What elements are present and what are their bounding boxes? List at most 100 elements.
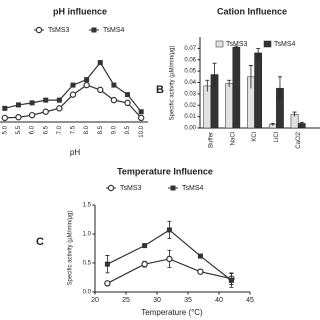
point [142, 243, 148, 249]
panel-label: B [156, 84, 164, 96]
point [42, 108, 49, 115]
point [56, 105, 63, 112]
error-bar [248, 65, 253, 89]
x-tick-label: 20 [91, 297, 99, 304]
point [104, 261, 110, 267]
legend-label: TsMS4 [274, 41, 296, 48]
y-tick-label: 0.02 [184, 103, 196, 109]
x-tick-label: 30 [153, 297, 161, 304]
x-tick-label: 9.0 [111, 125, 117, 134]
point [124, 99, 131, 107]
point [111, 82, 117, 88]
panel-label: C [36, 236, 44, 248]
point [35, 26, 43, 34]
legend-label: TsMS4 [182, 185, 204, 192]
point [107, 184, 115, 192]
x-tick-label: Buffer [208, 132, 214, 148]
point [2, 105, 8, 111]
point [110, 96, 118, 104]
point [170, 185, 176, 191]
y-tick-label: 1.5 [83, 203, 92, 209]
legend-label: TsMS4 [103, 27, 125, 34]
x-axis-label: Temperature (°C) [141, 308, 203, 317]
chart-title: Cation Influence [217, 6, 287, 16]
point [15, 114, 22, 121]
x-tick-label: 40 [215, 297, 223, 304]
y-tick-label: 0.01 [184, 114, 196, 120]
legend-swatch [263, 40, 272, 48]
x-tick-label: 8.5 [98, 125, 104, 134]
error-bar [212, 62, 217, 86]
point [1, 114, 9, 122]
legend-swatch [215, 40, 224, 48]
point [29, 100, 35, 106]
error-bar [227, 79, 232, 88]
point [197, 253, 203, 259]
error-bar [234, 45, 239, 49]
x-axis-label: pH [70, 148, 80, 157]
x-tick-label: 5.5 [16, 125, 22, 134]
error-bar [270, 123, 275, 126]
point [28, 111, 36, 119]
x-tick-label: CaCl2 [296, 131, 302, 148]
point [141, 260, 148, 268]
point [43, 97, 49, 103]
point [97, 60, 103, 66]
legend-label: TsMS3 [226, 41, 248, 48]
x-tick-label: LiCl [274, 132, 280, 142]
chart-title: pH influence [53, 6, 107, 16]
point [15, 102, 21, 108]
bar [225, 83, 233, 129]
error-bar [292, 111, 297, 117]
bar [254, 52, 262, 129]
x-tick-label: 45 [246, 297, 254, 304]
point [56, 97, 62, 103]
y-tick-label: 0.07 [184, 46, 196, 52]
legend-label: TsMS3 [48, 27, 70, 34]
x-tick-label: 10.0 [139, 125, 145, 137]
point [84, 77, 90, 83]
point [228, 277, 234, 283]
x-tick-label: 5.0 [2, 125, 8, 134]
point [137, 114, 145, 122]
point [166, 255, 173, 263]
y-tick-label: 1.0 [83, 232, 92, 238]
x-tick-label: KCl [252, 132, 258, 142]
y-tick-label: 0.5 [83, 261, 92, 267]
y-tick-label: 0.0 [83, 290, 92, 296]
bar [232, 46, 241, 129]
x-tick-label: 7.0 [57, 125, 63, 134]
y-tick-label: 0.03 [184, 91, 196, 97]
y-tick-label: 0.05 [184, 69, 196, 75]
point [125, 92, 131, 98]
point [104, 280, 111, 287]
bar [203, 85, 212, 129]
error-bar [205, 79, 210, 92]
point [197, 268, 204, 275]
x-tick-label: 35 [184, 297, 192, 304]
legend-label: TsMS3 [120, 185, 142, 192]
x-tick-label: 7.5 [71, 125, 77, 134]
error-bar [256, 47, 261, 58]
y-tick-label: 0.04 [184, 80, 196, 86]
chart-title: Temperature Influence [117, 166, 213, 176]
y-axis-label: Specific activity (µM/min/µg) [170, 46, 176, 121]
error-bar [299, 121, 304, 125]
x-tick-label: 6.0 [30, 125, 36, 134]
point [97, 86, 104, 94]
error-bar [277, 76, 282, 100]
point [91, 27, 97, 33]
y-tick-label: 0.06 [184, 57, 196, 63]
x-tick-label: 9.5 [125, 125, 131, 134]
point [83, 81, 90, 89]
x-tick-label: NaCl [230, 132, 236, 145]
point [69, 91, 77, 98]
y-axis-label: Specific activity (µM/min/µg) [68, 211, 74, 286]
point [166, 227, 172, 233]
x-tick-label: 25 [122, 297, 130, 304]
point [70, 82, 76, 88]
x-tick-label: 6.5 [43, 125, 49, 134]
x-tick-label: 8.0 [84, 125, 90, 134]
y-tick-label: 0.00 [184, 126, 196, 132]
